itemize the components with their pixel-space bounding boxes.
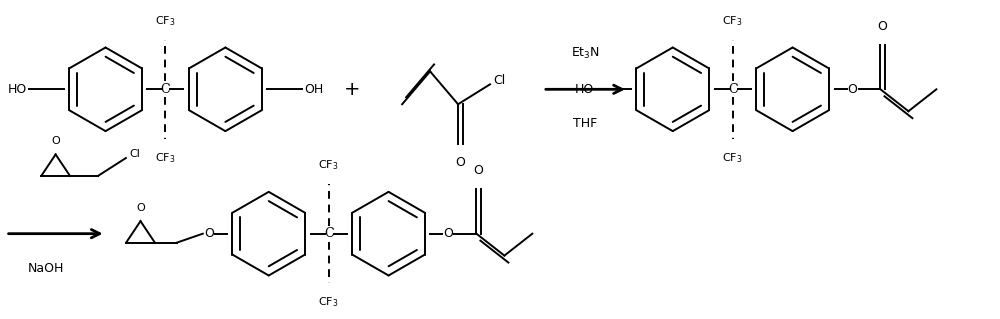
Text: C: C	[161, 83, 170, 96]
Text: CF$_3$: CF$_3$	[318, 158, 339, 172]
Text: HO: HO	[575, 83, 594, 96]
Text: THF: THF	[573, 117, 598, 130]
Text: CF$_3$: CF$_3$	[318, 295, 339, 309]
Text: O: O	[136, 203, 145, 213]
Text: O: O	[204, 227, 214, 240]
Text: HO: HO	[7, 83, 27, 96]
Text: CF$_3$: CF$_3$	[722, 151, 743, 165]
Text: C: C	[728, 83, 737, 96]
Text: NaOH: NaOH	[27, 262, 64, 275]
Text: CF$_3$: CF$_3$	[722, 14, 743, 27]
Text: Et$_3$N: Et$_3$N	[571, 46, 600, 62]
Text: O: O	[473, 164, 483, 177]
Text: C: C	[324, 227, 333, 240]
Text: CF$_3$: CF$_3$	[155, 151, 176, 165]
Text: Cl: Cl	[129, 149, 140, 159]
Text: O: O	[455, 156, 465, 169]
Text: OH: OH	[304, 83, 324, 96]
Text: +: +	[344, 80, 360, 99]
Text: O: O	[444, 227, 453, 240]
Text: Cl: Cl	[493, 74, 505, 87]
Text: CF$_3$: CF$_3$	[155, 14, 176, 27]
Text: O: O	[51, 137, 60, 146]
Text: O: O	[878, 19, 887, 33]
Text: O: O	[848, 83, 857, 96]
